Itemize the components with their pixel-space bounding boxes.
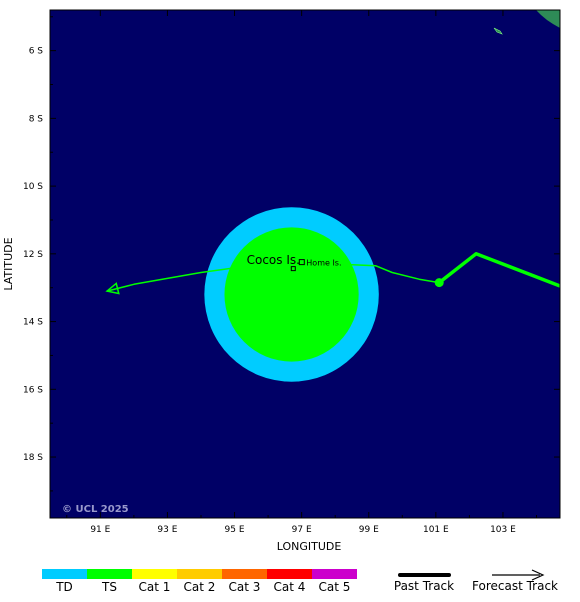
x-tick-label: 99 E: [359, 525, 379, 535]
legend-swatch-cat-4: [267, 569, 312, 579]
y-tick-label: 16 S: [23, 385, 43, 395]
y-tick-label: 18 S: [23, 453, 43, 463]
y-axis-title: LATITUDE: [2, 237, 15, 290]
legend-label-cat-2: Cat 2: [184, 580, 216, 594]
credit-label: © UCL 2025: [62, 504, 129, 515]
y-tick-label: 12 S: [23, 250, 43, 260]
legend-swatch-cat-5: [312, 569, 357, 579]
place-label-home: Home Is.: [306, 259, 341, 268]
legend-swatch-cat-2: [177, 569, 222, 579]
legend-label-cat-4: Cat 4: [274, 580, 306, 594]
legend-swatch-cat-3: [222, 569, 267, 579]
forecast-track-legend-label: Forecast Track: [472, 579, 558, 593]
legend-label-ts: TS: [101, 580, 117, 594]
legend-label-cat-3: Cat 3: [229, 580, 261, 594]
forecast-track-line: [106, 263, 440, 292]
x-axis-title: LONGITUDE: [277, 540, 342, 553]
y-tick-label: 6 S: [29, 47, 44, 57]
past-track-legend-label: Past Track: [394, 579, 454, 593]
forecast-track-legend-arrowhead: [531, 569, 545, 581]
legend-swatch-cat-1: [132, 569, 177, 579]
x-tick-label: 95 E: [225, 525, 245, 535]
place-marker-cocos: [290, 266, 296, 272]
x-tick-label: 97 E: [292, 525, 312, 535]
y-tick-label: 8 S: [29, 114, 44, 124]
legend-label-td: TD: [55, 580, 73, 594]
past-track-line: [438, 252, 560, 288]
x-tick-label: 101 E: [423, 525, 449, 535]
wind-radius-ts: [224, 227, 359, 362]
x-tick-label: 93 E: [157, 525, 177, 535]
plot-frame: [49, 9, 561, 519]
legend-label-cat-5: Cat 5: [319, 580, 351, 594]
current-position-marker: [434, 278, 444, 288]
x-tick-label: 91 E: [90, 525, 110, 535]
legend-swatch-td: [42, 569, 87, 579]
legend-swatch-ts: [87, 569, 132, 579]
y-tick-label: 14 S: [23, 318, 43, 328]
legend-label-cat-1: Cat 1: [139, 580, 171, 594]
small-island: [493, 27, 503, 35]
x-tick-label: 103 E: [490, 525, 516, 535]
place-marker-home: [298, 259, 305, 266]
y-tick-label: 10 S: [23, 182, 43, 192]
land-mass: [536, 10, 560, 28]
forecast-track-arrowhead: [105, 282, 120, 295]
place-label-cocos: Cocos Is.: [247, 253, 300, 267]
